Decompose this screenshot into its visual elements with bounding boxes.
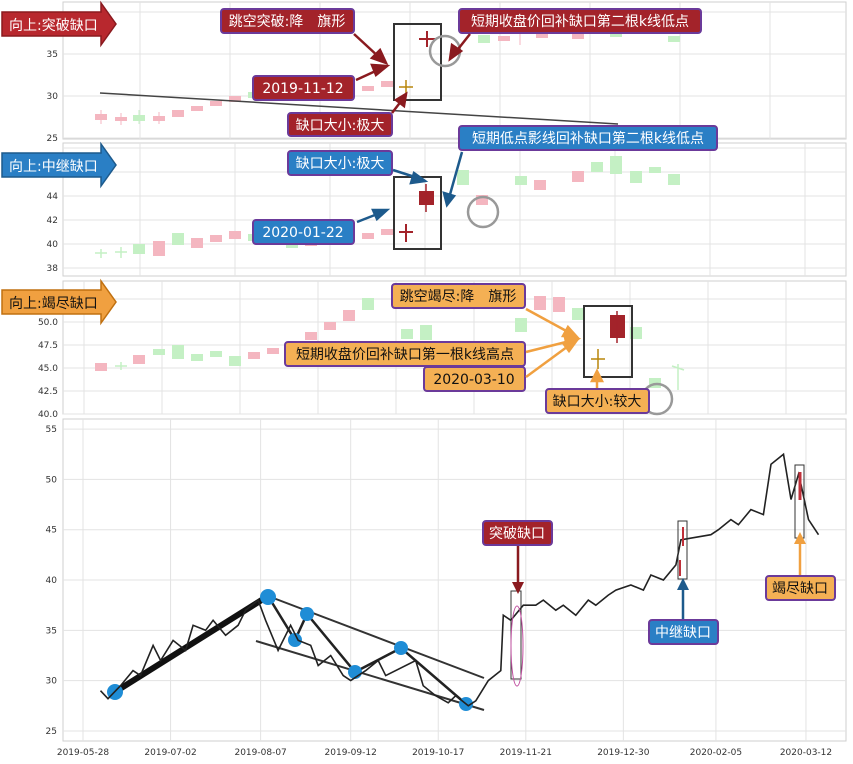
annotation-date: 2019-11-12 — [252, 75, 355, 101]
y-tick: 50.0 — [38, 318, 58, 328]
x-tick-label: 2020-02-05 — [690, 748, 742, 758]
annotation-gap-size: 缺口大小:极大 — [287, 150, 393, 176]
y-tick: 40 — [47, 240, 59, 250]
annotation-backfill: 短期收盘价回补缺口第二根k线低点 — [458, 8, 702, 34]
gap-highlight-box — [393, 23, 442, 101]
main-grid — [63, 419, 846, 741]
annotation-exhaustion: 竭尽缺口 — [765, 532, 836, 601]
panel-tag-text: 向上:中继缺口 — [9, 159, 98, 175]
trend-line — [99, 92, 619, 125]
price-line — [99, 452, 820, 707]
x-tick-label: 2019-09-12 — [325, 748, 377, 758]
svg-text:缺口大小:较大: 缺口大小:较大 — [553, 394, 642, 410]
y-tick: 30 — [47, 92, 59, 102]
panel-runaway-gap: 38 40 42 44 — [1, 125, 847, 277]
panel-frame — [62, 142, 847, 277]
svg-text:突破缺口: 突破缺口 — [489, 526, 545, 542]
svg-text:竭尽缺口: 竭尽缺口 — [772, 581, 828, 597]
y-tick-label: 40 — [46, 576, 58, 586]
svg-text:短期收盘价回补缺口第二根k线低点: 短期收盘价回补缺口第二根k线低点 — [471, 13, 689, 30]
panel-breakaway-gap: 25 30 35 — [1, 0, 847, 144]
x-tick-label: 2019-10-17 — [412, 748, 464, 758]
panel-tag-text: 向上:突破缺口 — [9, 18, 98, 34]
gap-candle — [591, 311, 625, 369]
y-tick-label: 55 — [46, 425, 57, 435]
y-tick-label: 50 — [46, 475, 58, 485]
svg-text:2020-03-10: 2020-03-10 — [433, 372, 514, 388]
x-tick-label: 2019-08-07 — [234, 748, 286, 758]
main-y-axis: 25 30 35 40 45 50 55 — [46, 425, 58, 737]
svg-text:跳空竭尽:降 旗形: 跳空竭尽:降 旗形 — [400, 289, 517, 305]
gap-highlight-box — [583, 305, 633, 378]
svg-text:短期低点影线回补缺口第二根k线低点: 短期低点影线回补缺口第二根k线低点 — [472, 130, 704, 147]
annotation-pattern: 跳空突破:降 旗形 — [220, 8, 355, 34]
y-tick: 44 — [47, 192, 59, 202]
x-tick-label: 2019-07-02 — [144, 748, 196, 758]
y-tick: 25 — [47, 134, 58, 144]
svg-text:2019-11-12: 2019-11-12 — [262, 81, 343, 97]
x-tick-label: 2019-05-28 — [57, 748, 110, 758]
annotation-backfill: 短期低点影线回补缺口第二根k线低点 — [458, 125, 718, 151]
y-tick: 45.0 — [38, 364, 58, 374]
y-tick: 42 — [47, 216, 58, 226]
annotation-date: 2020-03-10 — [423, 366, 526, 392]
x-tick-label: 2019-12-30 — [597, 748, 650, 758]
x-tick-label: 2019-11-21 — [500, 748, 552, 758]
annotation-date: 2020-01-22 — [252, 219, 355, 245]
svg-text:2020-01-22: 2020-01-22 — [262, 225, 343, 241]
y-tick-label: 25 — [46, 727, 57, 737]
svg-text:短期收盘价回补缺口第一根k线高点: 短期收盘价回补缺口第一根k线高点 — [296, 346, 514, 363]
y-tick-label: 35 — [46, 626, 57, 636]
annotation-backfill: 短期收盘价回补缺口第一根k线高点 — [284, 341, 526, 367]
annotation-arrows — [356, 151, 464, 224]
panel-tag-text: 向上:竭尽缺口 — [9, 296, 98, 312]
y-tick: 42.5 — [38, 387, 58, 397]
main-x-axis: 2019-05-28 2019-07-02 2019-08-07 2019-09-12… — [57, 748, 832, 758]
backfill-marker — [466, 195, 500, 229]
panel-tag: 向上:竭尽缺口 — [1, 278, 117, 326]
y-tick: 47.5 — [38, 341, 58, 351]
annotation-breakaway: 突破缺口 — [482, 520, 553, 594]
annotation-pattern: 跳空竭尽:降 旗形 — [391, 283, 526, 309]
y-tick: 40.0 — [38, 410, 58, 420]
annotation-arrows — [353, 33, 471, 114]
y-tick: 38 — [47, 264, 59, 274]
panel-frame — [62, 1, 847, 140]
panel-exhaustion-gap: 40.0 42.5 45.0 47.5 50.0 — [1, 278, 847, 420]
svg-text:缺口大小:极大: 缺口大小:极大 — [296, 118, 385, 134]
svg-text:中继缺口: 中继缺口 — [655, 625, 711, 641]
panel-tag: 向上:中继缺口 — [1, 141, 117, 189]
y-tick-label: 45 — [46, 526, 57, 536]
panel-tag: 向上:突破缺口 — [1, 0, 117, 48]
svg-text:跳空突破:降 旗形: 跳空突破:降 旗形 — [229, 14, 346, 30]
svg-text:缺口大小:极大: 缺口大小:极大 — [296, 156, 385, 172]
annotation-gap-size: 缺口大小:极大 — [287, 112, 393, 137]
y-tick-label: 30 — [46, 677, 58, 687]
gap-candle — [399, 184, 434, 242]
annotation-runaway: 中继缺口 — [648, 578, 719, 645]
annotation-arrows — [525, 307, 605, 388]
annotation-gap-size: 缺口大小:较大 — [545, 388, 650, 414]
candles — [95, 296, 685, 390]
gap-candle — [399, 31, 435, 94]
y-tick: 35 — [47, 50, 58, 60]
x-tick-label: 2020-03-12 — [780, 748, 832, 758]
